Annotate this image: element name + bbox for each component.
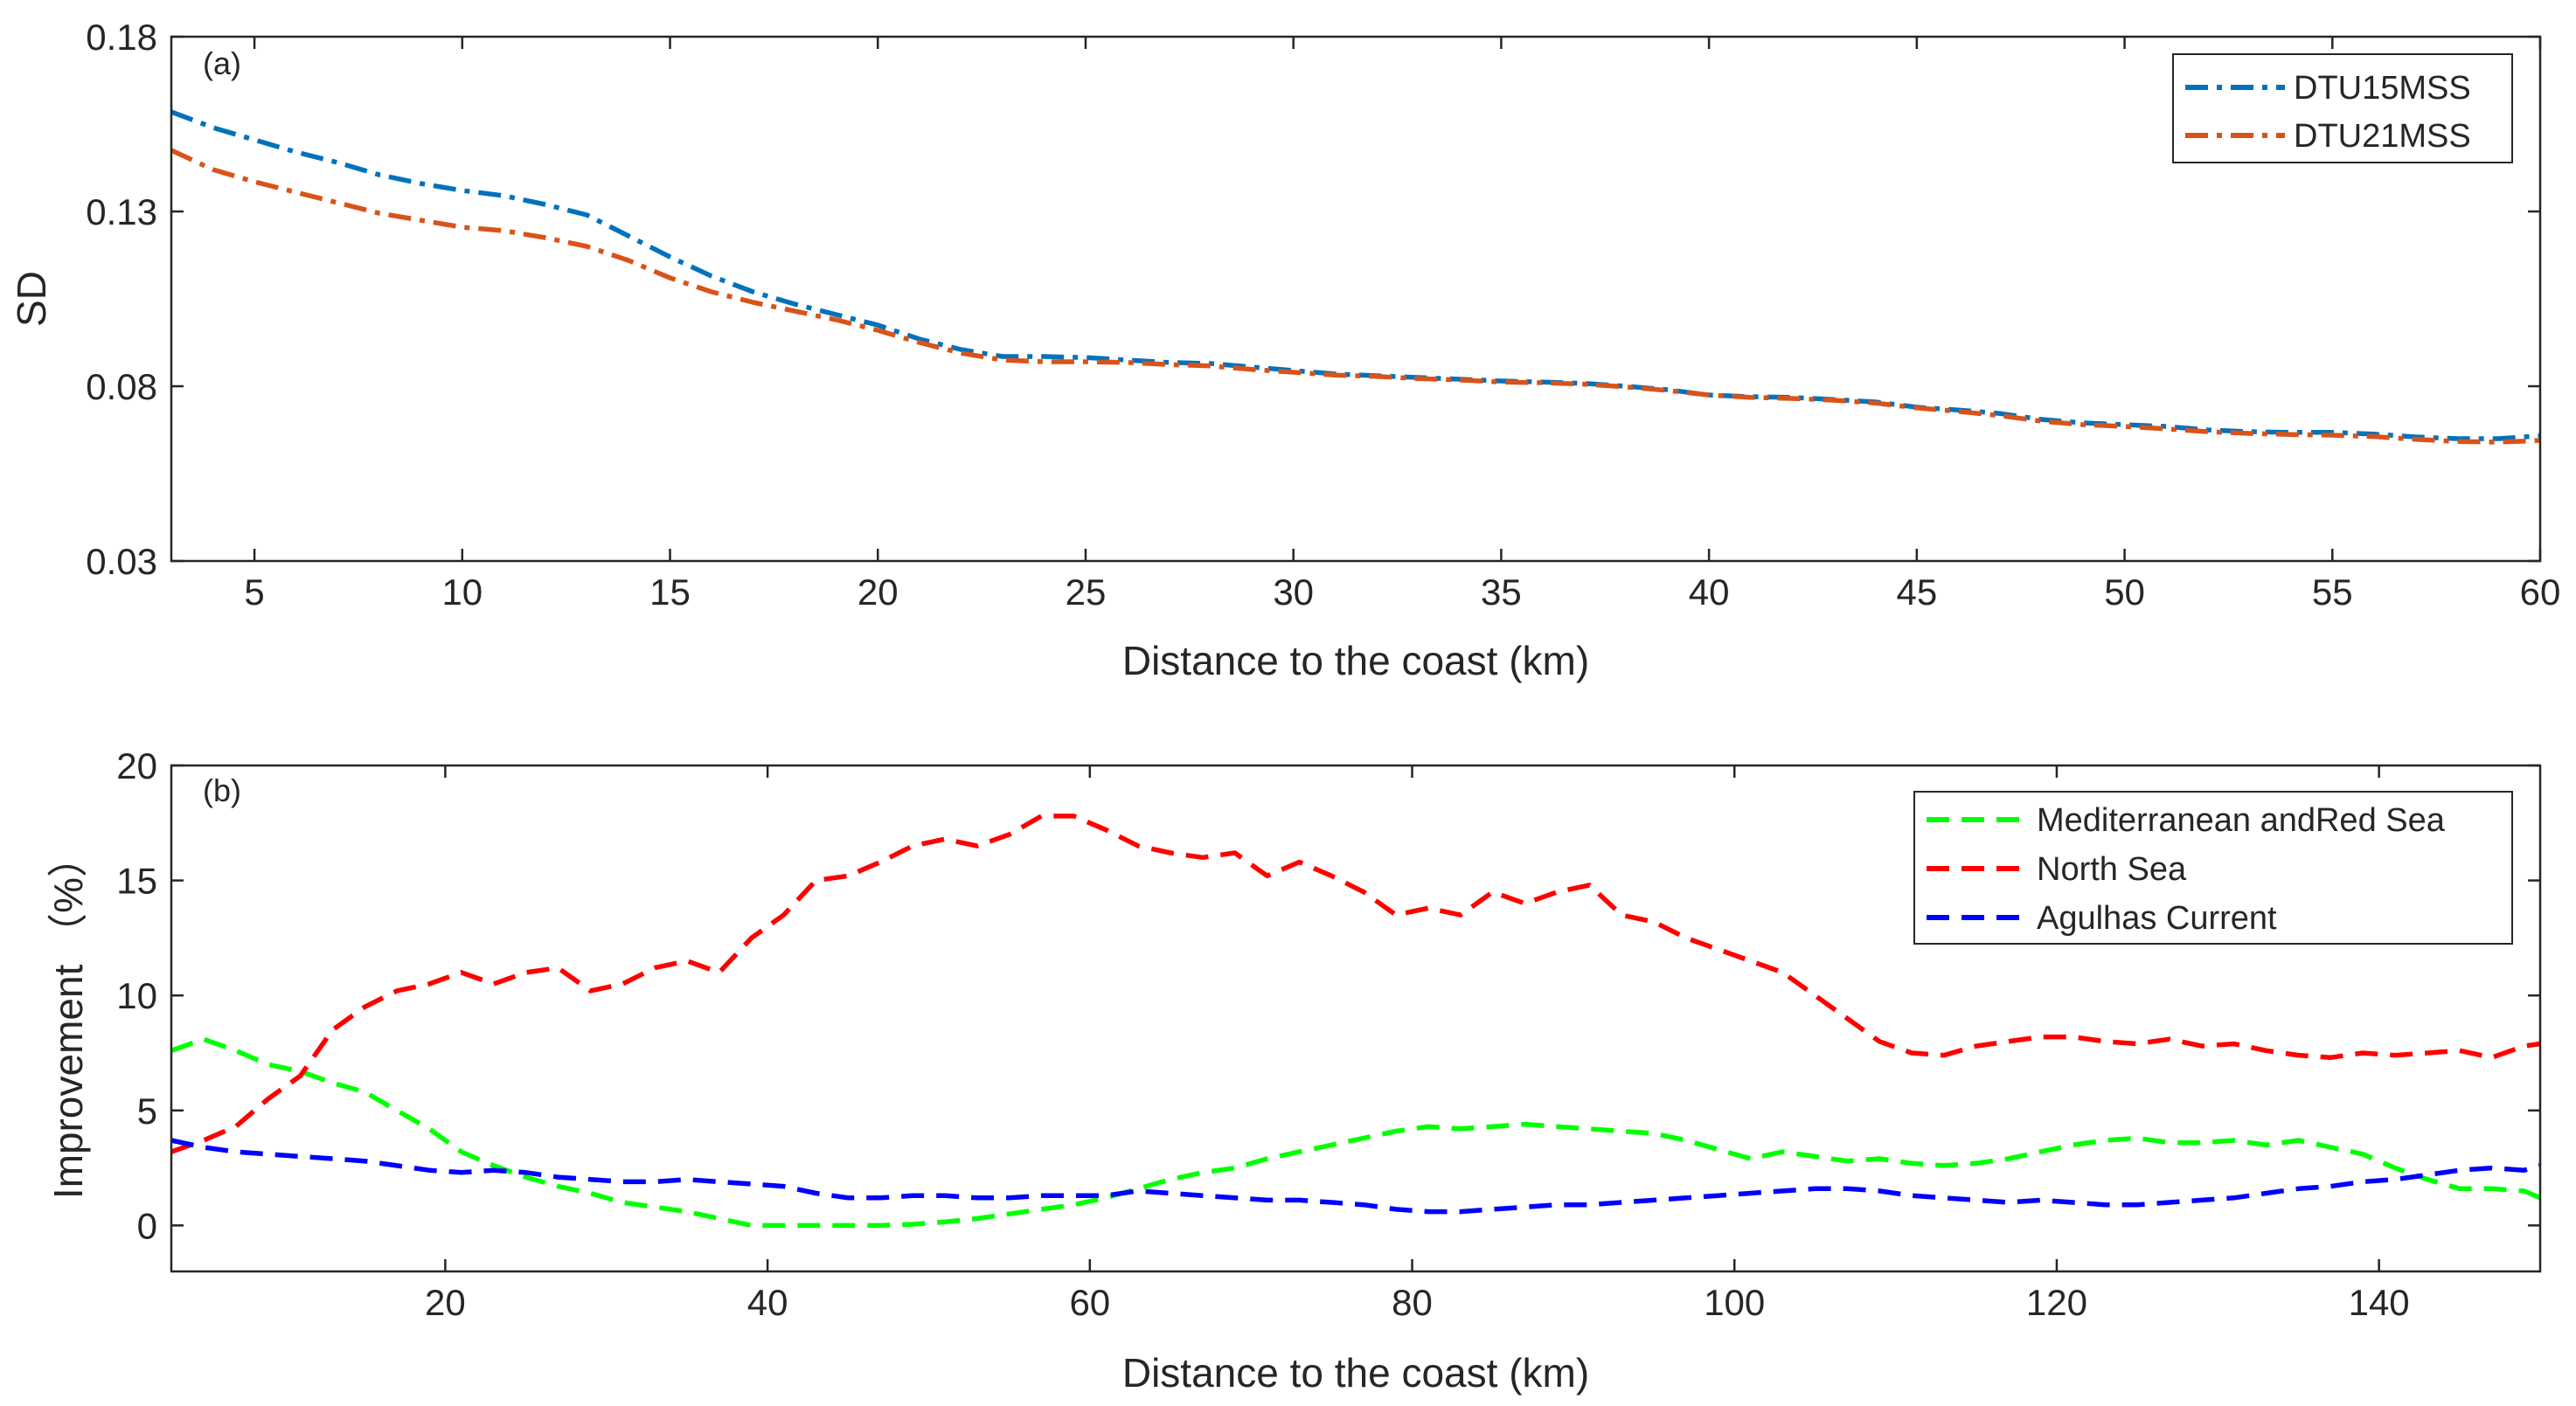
panel-a-y-tick-label: 0.08: [86, 366, 157, 407]
panel-a-x-tick-label: 60: [2520, 571, 2561, 613]
panel-a-x-tick-label: 45: [1896, 571, 1937, 613]
panel-b-x-tick-label: 140: [2349, 1282, 2410, 1323]
panel-b-series-line-agulhas-current: [170, 1138, 2541, 1215]
panel-b-x-tick-label: 80: [1392, 1282, 1433, 1323]
panel-a-x-tick-label: 5: [244, 571, 264, 613]
legend-label-north-sea: North Sea: [2037, 851, 2187, 888]
panel-b-improvement-chart: 20 40 60 80 100 120 140 0 5 10 15 20 (b) Distance t…: [45, 745, 2542, 1396]
panel-a-y-tick-label: 0.18: [86, 17, 157, 58]
panel-b-x-tick-label: 20: [425, 1282, 466, 1323]
panel-a-x-tick-label: 55: [2312, 571, 2353, 613]
panel-a-y-tick-label: 0.13: [86, 191, 157, 232]
panel-a-tag: (a): [203, 45, 241, 81]
panel-a-y-axis-label: SD: [9, 271, 54, 327]
panel-b-y-axis-label: Improvement （%）: [45, 837, 91, 1199]
panel-a-x-tick-label: 30: [1273, 571, 1314, 613]
panel-a-ticks-group: 5 10 15 20 25 30 35 40 45 50 55 60 0.03 0.08 0.13 0.18: [86, 17, 2560, 613]
panel-b-series-line-north-sea: [170, 814, 2541, 1154]
panel-b-y-tick-label: 5: [137, 1091, 157, 1132]
panel-b-x-tick-label: 120: [2026, 1282, 2087, 1323]
panel-a-y-tick-label: 0.03: [86, 541, 157, 582]
legend-label-dtu15mss: DTU15MSS: [2294, 70, 2471, 107]
panel-a-legend-box: [2172, 53, 2513, 163]
panel-a-x-tick-label: 35: [1481, 571, 1522, 613]
panel-b-y-tick-label: 20: [116, 745, 157, 786]
panel-a-x-tick-label: 40: [1689, 571, 1730, 613]
panel-b-x-tick-label: 40: [747, 1282, 788, 1323]
panel-a-x-tick-label: 25: [1066, 571, 1107, 613]
panel-a-plot-area: [171, 37, 2540, 561]
panel-a-series-group: [170, 109, 2541, 445]
panel-b-legend: Mediterranean andRed Sea North Sea Agulh…: [1913, 791, 2513, 945]
panel-a-x-axis-label: Distance to the coast (km): [1122, 638, 1589, 683]
panel-b-axes-box: [170, 764, 2542, 1273]
panel-a-axes-box: [170, 35, 2542, 563]
panel-b-x-tick-label: 60: [1069, 1282, 1110, 1323]
panel-a-x-tick-label: 20: [858, 571, 899, 613]
panel-b-series-line-mediterranean-andred-sea: [170, 1036, 2542, 1229]
panel-b-series-group: [170, 814, 2542, 1229]
panel-a-legend: DTU15MSS DTU21MSS: [2172, 53, 2513, 163]
panel-a-x-tick-label: 15: [649, 571, 691, 613]
panel-b-ticks-group: 20 40 60 80 100 120 140 0 5 10 15 20: [116, 745, 2540, 1323]
panel-b-tag: (b): [203, 772, 241, 808]
panel-a-x-tick-label: 50: [2104, 571, 2145, 613]
legend-label-mediterranean-red-sea: Mediterranean andRed Sea: [2037, 802, 2446, 839]
panel-a-sd-chart: 5 10 15 20 25 30 35 40 45 50 55 600.030.080.130.18 …: [9, 17, 2560, 683]
panel-b-y-tick-label: 15: [116, 861, 157, 902]
panel-a-x-tick-label: 10: [441, 571, 483, 613]
panel-b-x-axis-label: Distance to the coast (km): [1122, 1350, 1589, 1396]
panel-b-y-tick-label: 10: [116, 975, 157, 1016]
panel-b-x-tick-label: 100: [1704, 1282, 1765, 1323]
legend-label-dtu21mss: DTU21MSS: [2294, 118, 2471, 155]
panel-a-series-line-dtu21mss: [170, 148, 2541, 445]
legend-label-agulhas-current: Agulhas Current: [2037, 900, 2277, 937]
panel-b-y-tick-label: 0: [137, 1205, 157, 1246]
